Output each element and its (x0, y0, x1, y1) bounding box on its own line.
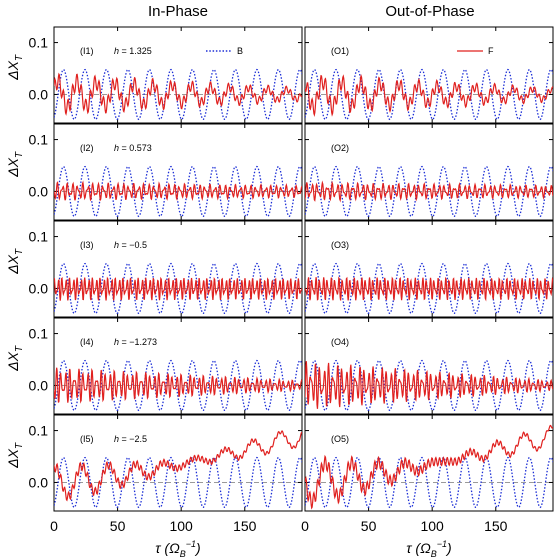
panel-frame (304, 414, 554, 512)
panel-frame (53, 123, 303, 221)
x-tick-label: 150 (484, 518, 508, 534)
legend-b-label: B (237, 46, 243, 56)
y-tick-label: 0.1 (29, 423, 49, 439)
series-f-line (305, 73, 553, 118)
y-tick-label: 0.0 (29, 183, 49, 199)
h-value-label: h = 1.325 (114, 46, 152, 56)
h-value-label: h = −1.273 (114, 337, 157, 347)
panel-label: (I4) (80, 337, 94, 347)
panel-frame (304, 123, 554, 221)
panel-o5: (O5) (304, 414, 554, 512)
x-tick-label: 0 (301, 518, 309, 534)
x-axis: 0 50 100 150 τ (ΩB−1) 0 50 100 150 τ (ΩB−1) (50, 518, 508, 559)
series-f-line (54, 276, 302, 301)
y-axis-label: ΔXT (5, 151, 25, 178)
x-axis-label: τ (ΩB−1) (155, 539, 200, 559)
h-value-label: h = 0.573 (114, 143, 152, 153)
panel-label: (O3) (331, 240, 349, 250)
y-tick-label: 0.1 (29, 35, 49, 51)
h-value-label: h = −0.5 (114, 240, 147, 250)
panel-label: (O5) (331, 434, 349, 444)
series-f-line (305, 276, 553, 302)
panel-frame (53, 317, 303, 415)
y-tick-label: 0.0 (29, 377, 49, 393)
h-value-label: h = −2.5 (114, 434, 147, 444)
series-f-line (305, 424, 553, 510)
series-f-line (305, 180, 553, 203)
panel-label: (O1) (331, 46, 349, 56)
panel-label: (I1) (80, 46, 94, 56)
panel-o4: (O4) (304, 317, 554, 415)
series-f-line (54, 367, 302, 404)
x-tick-label: 150 (233, 518, 257, 534)
y-tick-label: 0.1 (29, 326, 49, 342)
panel-label: (I3) (80, 240, 94, 250)
x-tick-label: 50 (110, 518, 126, 534)
panel-label: (I2) (80, 143, 94, 153)
panel-frame (304, 26, 554, 124)
y-tick-label: 0.1 (29, 229, 49, 245)
column-title-in-phase: In-Phase (148, 3, 208, 20)
y-axis-label: ΔXT (5, 248, 25, 275)
series-f-line (54, 72, 302, 116)
y-axis-label: ΔXT (5, 54, 25, 81)
panel-frame (53, 220, 303, 318)
x-tick-label: 0 (50, 518, 58, 534)
y-tick-label: 0.0 (29, 474, 49, 490)
y-tick-label: 0.0 (29, 280, 49, 296)
y-tick-label: 0.1 (29, 132, 49, 148)
series-f-line (54, 180, 302, 202)
y-tick-label: 0.0 (29, 86, 49, 102)
panel-frame (53, 26, 303, 124)
series-f-line (54, 430, 302, 502)
panel-o3: (O3) (304, 220, 554, 318)
panel-o1: (O1) F (304, 26, 554, 124)
x-tick-label: 50 (361, 518, 377, 534)
panel-frame (304, 220, 554, 318)
panel-label: (O2) (331, 143, 349, 153)
x-axis-label: τ (ΩB−1) (406, 539, 451, 559)
x-tick-label: 100 (169, 518, 193, 534)
legend-f-label: F (488, 46, 494, 56)
panel-frame (304, 317, 554, 415)
panel-o2: (O2) (304, 123, 554, 221)
series-f-line (305, 361, 553, 409)
y-axis-label: ΔXT (5, 442, 25, 469)
y-axis-label: ΔXT (5, 345, 25, 372)
panel-label: (I5) (80, 434, 94, 444)
panel-frame (53, 414, 303, 512)
x-tick-label: 100 (420, 518, 444, 534)
panel-label: (O4) (331, 337, 349, 347)
column-title-out-of-phase: Out-of-Phase (385, 3, 474, 20)
